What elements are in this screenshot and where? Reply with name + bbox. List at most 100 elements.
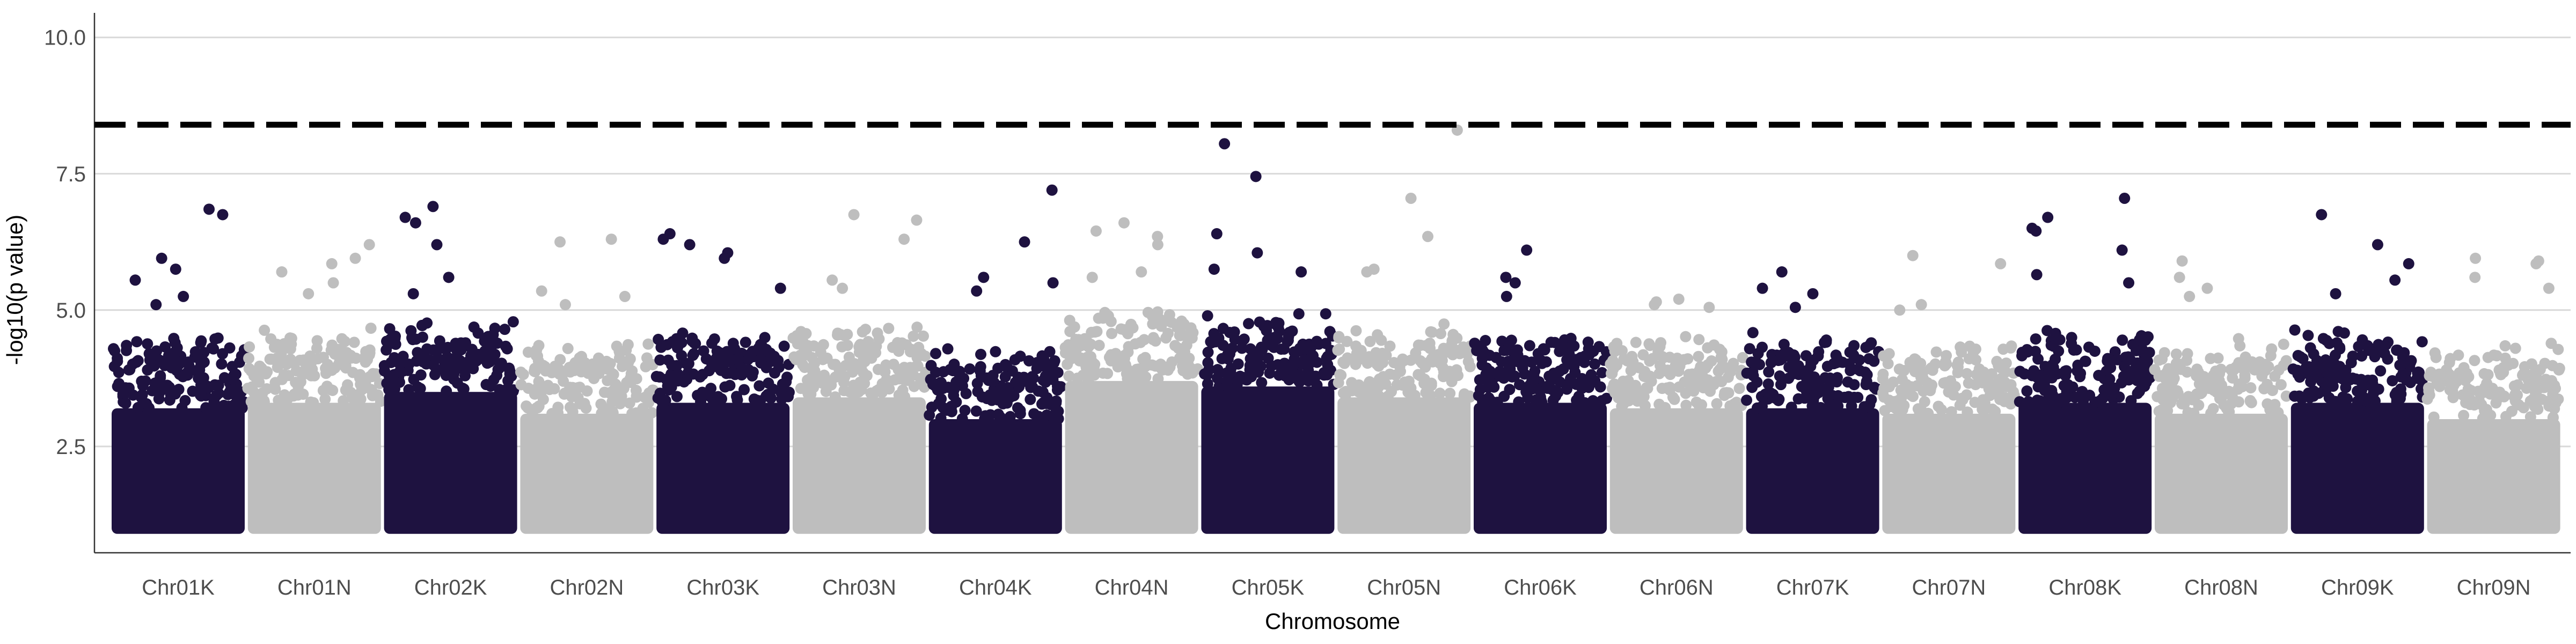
data-point [338, 395, 349, 407]
data-point [2162, 405, 2174, 416]
data-point [345, 349, 356, 361]
data-point [2033, 372, 2045, 384]
points-band [1746, 408, 1879, 534]
data-point [2428, 411, 2440, 423]
data-point [1513, 396, 1525, 408]
data-point [431, 239, 443, 251]
data-point [1930, 346, 1942, 358]
data-point [2509, 342, 2521, 354]
data-point [233, 356, 245, 368]
data-point [1961, 368, 1973, 379]
points-band [1609, 408, 1743, 534]
data-point [2005, 342, 2017, 354]
data-point [175, 356, 187, 368]
y-axis-title: -log10(p value) [2, 215, 27, 365]
data-point [626, 408, 638, 420]
data-point [1626, 350, 1638, 362]
data-point [1152, 373, 1164, 385]
data-point [2116, 244, 2128, 256]
data-point [2411, 372, 2423, 384]
data-point [1027, 371, 1038, 383]
data-point [948, 358, 960, 370]
data-point [319, 393, 331, 405]
data-point [1333, 331, 1345, 342]
data-point [479, 335, 491, 347]
data-point [429, 369, 441, 380]
data-point [1140, 371, 1152, 383]
data-point [121, 345, 133, 356]
data-point [2280, 390, 2292, 402]
data-point [1172, 321, 1183, 333]
data-point [1085, 351, 1097, 363]
data-point [1878, 383, 1890, 394]
data-point [1994, 393, 2006, 405]
data-point [671, 391, 683, 402]
data-point [1868, 355, 1880, 367]
data-point [653, 333, 664, 345]
data-point [1783, 372, 1795, 384]
data-point [156, 252, 167, 264]
data-point [1055, 381, 1067, 393]
data-point [701, 387, 713, 399]
data-point [1546, 383, 1557, 395]
data-point [916, 378, 928, 390]
data-point [838, 385, 850, 397]
data-point [1962, 406, 1973, 418]
data-point [132, 401, 144, 413]
data-point [416, 331, 428, 343]
data-point [684, 239, 696, 251]
data-point [1522, 392, 1534, 404]
data-point [948, 383, 960, 395]
data-point [2295, 351, 2307, 363]
data-point [1480, 335, 1491, 347]
data-point [326, 258, 338, 269]
data-point [1063, 370, 1075, 382]
data-point [2389, 274, 2401, 286]
data-point [580, 402, 592, 414]
data-point [2511, 389, 2523, 401]
data-point [1807, 288, 1819, 299]
data-point [2469, 355, 2480, 367]
data-point [603, 357, 614, 369]
data-point [2536, 393, 2548, 405]
data-point [2239, 372, 2251, 384]
data-point [2046, 359, 2058, 371]
data-point [1228, 326, 1240, 338]
data-point [1080, 359, 1092, 371]
data-point [1075, 340, 1087, 352]
data-point [159, 341, 171, 353]
data-point [1002, 382, 1014, 393]
data-point [130, 356, 142, 368]
data-point [2181, 366, 2193, 378]
data-point [1059, 347, 1071, 359]
data-point [1213, 332, 1225, 344]
data-point [2134, 385, 2146, 397]
data-point [2317, 360, 2329, 371]
data-point [1337, 387, 1349, 399]
data-point [2234, 340, 2246, 352]
data-point [1659, 402, 1671, 414]
data-point [567, 389, 579, 400]
data-point [883, 323, 895, 334]
data-point [1609, 346, 1621, 357]
data-point [1262, 320, 1274, 332]
data-point [169, 337, 181, 349]
data-point [820, 385, 832, 397]
data-point [1105, 316, 1117, 327]
data-point [1459, 388, 1470, 400]
data-point [494, 384, 506, 396]
data-point [1203, 363, 1215, 375]
data-point [2143, 347, 2155, 358]
data-point [1915, 299, 1927, 311]
data-point [2066, 332, 2077, 343]
data-point [2131, 375, 2143, 386]
data-point [2230, 361, 2242, 373]
data-point [1049, 399, 1060, 411]
data-point [1086, 272, 1098, 283]
data-point [727, 338, 739, 349]
data-point [1991, 355, 2003, 367]
data-point [1703, 302, 1715, 313]
data-point [1012, 402, 1023, 414]
data-point [523, 382, 535, 394]
data-point [1914, 406, 1926, 418]
